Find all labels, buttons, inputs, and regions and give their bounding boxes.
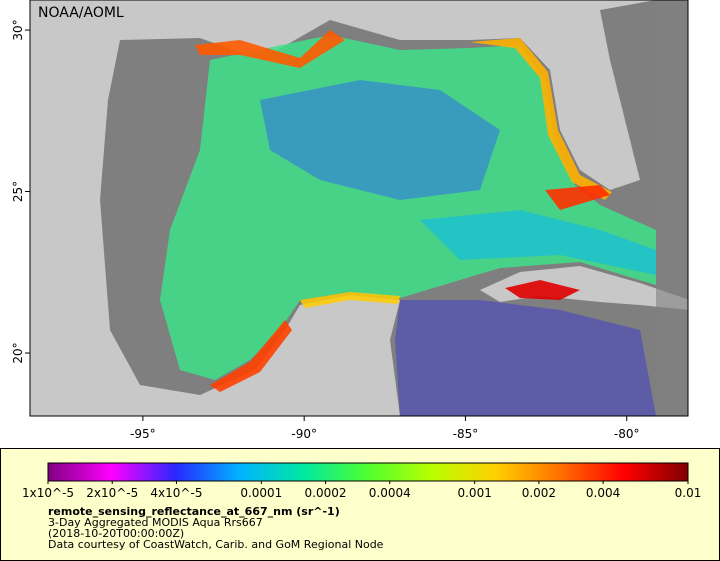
y-tick-label: 20°	[11, 342, 25, 363]
colorbar-tick-label: 2x10^-5	[86, 486, 138, 500]
coastal-high	[545, 185, 610, 210]
reflectance-mid	[420, 210, 656, 275]
colorbar: 1x10^-5 2x10^-5 4x10^-5 0.0001 0.0002 0.0004 0…	[22, 462, 702, 500]
y-tick-label: 30°	[11, 19, 25, 40]
cuba	[480, 266, 688, 310]
colorbar-tick-label: 0.001	[457, 486, 491, 500]
variable-name: remote_sensing_reflectance_at_667_nm (sr…	[48, 505, 340, 518]
map-image	[30, 0, 688, 416]
coastal-high	[470, 38, 612, 200]
y-tick-label: 25°	[11, 181, 25, 202]
map-frame	[29, 0, 689, 417]
coastal-high	[505, 280, 580, 300]
x-tick-label: -80°	[614, 427, 640, 441]
dataset-name: 3-Day Aggregated MODIS Aqua Rrs667	[48, 516, 263, 529]
colorbar-bar	[47, 462, 689, 482]
colorbar-tick-label: 0.0001	[240, 486, 282, 500]
x-tick-label: -90°	[291, 427, 317, 441]
colorbar-tick-label: 0.01	[675, 486, 702, 500]
x-tick-label: -95°	[130, 427, 156, 441]
time-label: (2018-10-20T00:00:00Z)	[48, 527, 184, 540]
data-credit: Data courtesy of CoastWatch, Carib. and …	[48, 538, 384, 551]
reflectance-low	[260, 80, 500, 200]
reflectance-carib	[395, 300, 656, 416]
no-data-strip	[656, 0, 688, 416]
colorbar-tick-label: 0.0002	[305, 486, 347, 500]
colorbar-tick-label: 1x10^-5	[22, 486, 74, 500]
colorbar-tick-label: 4x10^-5	[150, 486, 202, 500]
x-tick-label: -85°	[453, 427, 479, 441]
colorbar-tick-label: 0.004	[586, 486, 620, 500]
colorbar-tick-label: 0.002	[522, 486, 556, 500]
coastal-high	[195, 30, 345, 68]
coastal-high	[210, 320, 292, 392]
map-axes: -95° -90° -85° -80° 20° 25° 30°	[11, 19, 640, 441]
coastal-high	[300, 292, 400, 308]
colorbar-tick-label: 0.0004	[369, 486, 411, 500]
map-credit: NOAA/AOML	[38, 5, 124, 21]
